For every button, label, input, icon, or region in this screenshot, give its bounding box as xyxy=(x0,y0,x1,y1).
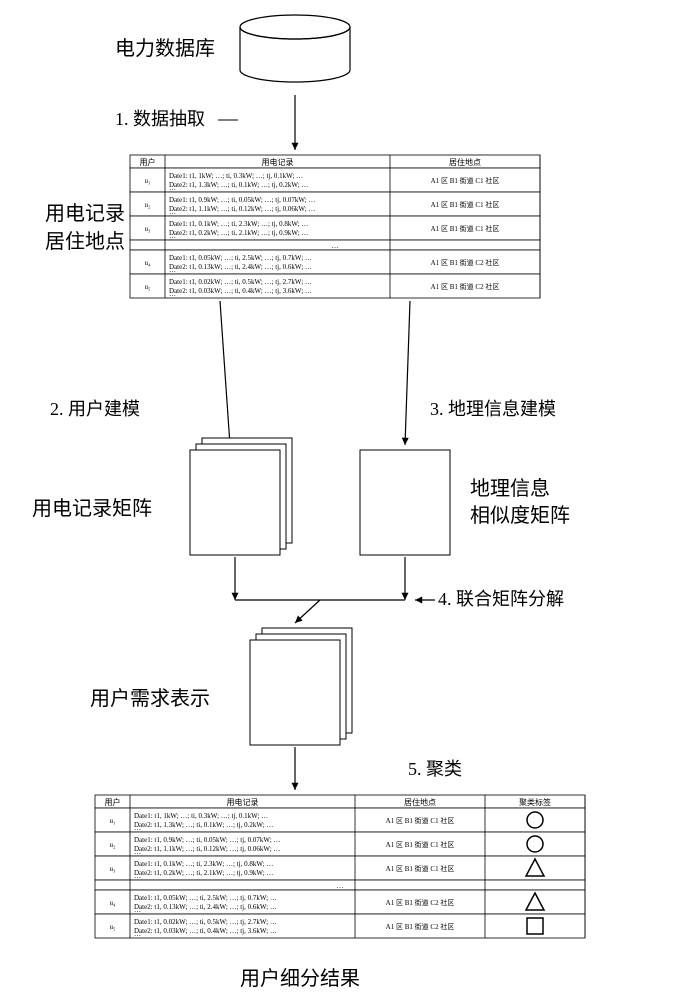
svg-text:…: … xyxy=(337,882,344,890)
svg-text:用电记录: 用电记录 xyxy=(262,157,294,167)
svg-text:u₄: u₄ xyxy=(110,899,117,907)
svg-text:Date2: t1, 0.03kW; …; ti, 0.4k: Date2: t1, 0.03kW; …; ti, 0.4kW; …; tj, … xyxy=(134,927,277,935)
flow-diagram: 电力数据库1. 数据抽取用户用电记录居住地点u₁Date1: t1, 1kW; … xyxy=(0,0,681,1000)
svg-text:A1 区 B1 街道 C1 社区: A1 区 B1 街道 C1 社区 xyxy=(431,200,500,209)
svg-text:Date2: t1, 1.3kW; …; ti, 0.1kW: Date2: t1, 1.3kW; …; ti, 0.1kW; …; tj, 0… xyxy=(134,821,273,829)
svg-text:…: … xyxy=(169,184,176,192)
svg-text:Date2: t1, 0.13kW; …; ti, 2.4k: Date2: t1, 0.13kW; …; ti, 2.4kW; …; tj, … xyxy=(134,903,277,911)
svg-text:Date1: t1, 0.1kW; …; ti, 2.3kW: Date1: t1, 0.1kW; …; ti, 2.3kW; …; tj, 0… xyxy=(169,220,308,228)
svg-text:u₂: u₂ xyxy=(110,841,117,849)
svg-text:Date1: t1, 1kW; …; ti, 0.3kW;: Date1: t1, 1kW; …; ti, 0.3kW; …; tj, 0.1… xyxy=(169,172,303,180)
svg-text:用户: 用户 xyxy=(105,797,121,807)
svg-text:Date2: t1, 1.1kW; …; ti, 0.12k: Date2: t1, 1.1kW; …; ti, 0.12kW; …; tj, … xyxy=(169,205,315,213)
svg-text:Date1: t1, 0.05kW; …; ti, 2.5k: Date1: t1, 0.05kW; …; ti, 2.5kW; …; tj, … xyxy=(169,254,312,262)
svg-text:Date2: t1, 0.03kW; …; ti, 0.4k: Date2: t1, 0.03kW; …; ti, 0.4kW; …; tj, … xyxy=(169,287,312,295)
svg-text:A1 区 B1 街道 C2 社区: A1 区 B1 街道 C2 社区 xyxy=(386,898,455,907)
svg-text:u₅: u₅ xyxy=(145,283,152,291)
svg-text:A1 区 B1 街道 C2 社区: A1 区 B1 街道 C2 社区 xyxy=(386,922,455,931)
svg-text:Date1: t1, 0.05kW; …; ti, 2.5k: Date1: t1, 0.05kW; …; ti, 2.5kW; …; tj, … xyxy=(134,894,277,902)
svg-text:…: … xyxy=(169,266,176,274)
svg-text:…: … xyxy=(169,208,176,216)
svg-text:…: … xyxy=(169,232,176,240)
svg-text:2. 用户建模: 2. 用户建模 xyxy=(50,399,140,419)
svg-text:…: … xyxy=(134,848,141,856)
svg-text:A1 区 B1 街道 C1 社区: A1 区 B1 街道 C1 社区 xyxy=(386,840,455,849)
svg-text:u₃: u₃ xyxy=(145,225,152,233)
svg-text:Date1: t1, 0.1kW; …; ti, 2.3kW: Date1: t1, 0.1kW; …; ti, 2.3kW; …; tj, 0… xyxy=(134,860,273,868)
svg-text:u₃: u₃ xyxy=(110,865,117,873)
svg-text:Date1: t1, 1kW; …; ti, 0.3kW;: Date1: t1, 1kW; …; ti, 0.3kW; …; tj, 0.1… xyxy=(134,812,268,820)
svg-text:相似度矩阵: 相似度矩阵 xyxy=(470,504,570,527)
svg-text:聚类标签: 聚类标签 xyxy=(519,797,551,807)
svg-text:…: … xyxy=(134,872,141,880)
svg-text:Date1: t1, 0.02kW; …; ti, 0.5k: Date1: t1, 0.02kW; …; ti, 0.5kW; …; tj, … xyxy=(169,278,312,286)
svg-text:u₂: u₂ xyxy=(145,201,152,209)
svg-text:A1 区 B1 街道 C2 社区: A1 区 B1 街道 C2 社区 xyxy=(431,282,500,291)
svg-text:…: … xyxy=(134,824,141,832)
svg-text:A1 区 B1 街道 C1 社区: A1 区 B1 街道 C1 社区 xyxy=(386,816,455,825)
svg-text:1. 数据抽取: 1. 数据抽取 xyxy=(115,109,205,129)
svg-text:u₄: u₄ xyxy=(145,259,152,267)
svg-text:A1 区 B1 街道 C2 社区: A1 区 B1 街道 C2 社区 xyxy=(431,258,500,267)
svg-text:用户需求表示: 用户需求表示 xyxy=(90,687,210,710)
svg-text:A1 区 B1 街道 C1 社区: A1 区 B1 街道 C1 社区 xyxy=(431,176,500,185)
svg-text:Date2: t1, 1.3kW; …; ti, 0.1kW: Date2: t1, 1.3kW; …; ti, 0.1kW; …; tj, 0… xyxy=(169,181,308,189)
svg-text:u₁: u₁ xyxy=(110,817,116,825)
svg-text:Date2: t1, 1.1kW; …; ti, 0.12k: Date2: t1, 1.1kW; …; ti, 0.12kW; …; tj, … xyxy=(134,845,280,853)
svg-text:A1 区 B1 街道 C1 社区: A1 区 B1 街道 C1 社区 xyxy=(386,864,455,873)
svg-text:Date1: t1, 0.02kW; …; ti, 0.5k: Date1: t1, 0.02kW; …; ti, 0.5kW; …; tj, … xyxy=(134,918,277,926)
svg-text:5. 聚类: 5. 聚类 xyxy=(408,759,462,779)
svg-text:Date1: t1, 0.9kW; …; ti, 0.05k: Date1: t1, 0.9kW; …; ti, 0.05kW; …; tj, … xyxy=(169,196,315,204)
svg-text:Date2: t1, 0.2kW; …; ti, 2.1kW: Date2: t1, 0.2kW; …; ti, 2.1kW; …; tj, 0… xyxy=(134,869,273,877)
svg-text:…: … xyxy=(134,906,141,914)
svg-text:…: … xyxy=(169,290,176,298)
svg-text:电力数据库: 电力数据库 xyxy=(115,37,215,60)
svg-text:Date2: t1, 0.13kW; …; ti, 2.4k: Date2: t1, 0.13kW; …; ti, 2.4kW; …; tj, … xyxy=(169,263,312,271)
svg-text:u₅: u₅ xyxy=(110,923,117,931)
svg-text:…: … xyxy=(332,242,339,250)
svg-text:Date2: t1, 0.2kW; …; ti, 2.1kW: Date2: t1, 0.2kW; …; ti, 2.1kW; …; tj, 0… xyxy=(169,229,308,237)
svg-text:用电记录: 用电记录 xyxy=(227,797,259,807)
svg-text:居住地点: 居住地点 xyxy=(45,230,125,253)
svg-text:用户: 用户 xyxy=(140,157,156,167)
svg-text:居住地点: 居住地点 xyxy=(404,797,436,807)
svg-text:u₁: u₁ xyxy=(145,177,151,185)
svg-text:用户细分结果: 用户细分结果 xyxy=(240,967,360,990)
svg-text:地理信息: 地理信息 xyxy=(470,477,550,500)
svg-text:…: … xyxy=(134,930,141,938)
svg-text:居住地点: 居住地点 xyxy=(449,157,481,167)
svg-text:用电记录矩阵: 用电记录矩阵 xyxy=(32,497,152,520)
svg-text:4. 联合矩阵分解: 4. 联合矩阵分解 xyxy=(438,589,564,609)
svg-text:A1 区 B1 街道 C1 社区: A1 区 B1 街道 C1 社区 xyxy=(431,224,500,233)
svg-text:3. 地理信息建模: 3. 地理信息建模 xyxy=(430,399,556,419)
svg-text:Date1: t1, 0.9kW; …; ti, 0.05k: Date1: t1, 0.9kW; …; ti, 0.05kW; …; tj, … xyxy=(134,836,280,844)
svg-text:用电记录: 用电记录 xyxy=(45,202,125,225)
